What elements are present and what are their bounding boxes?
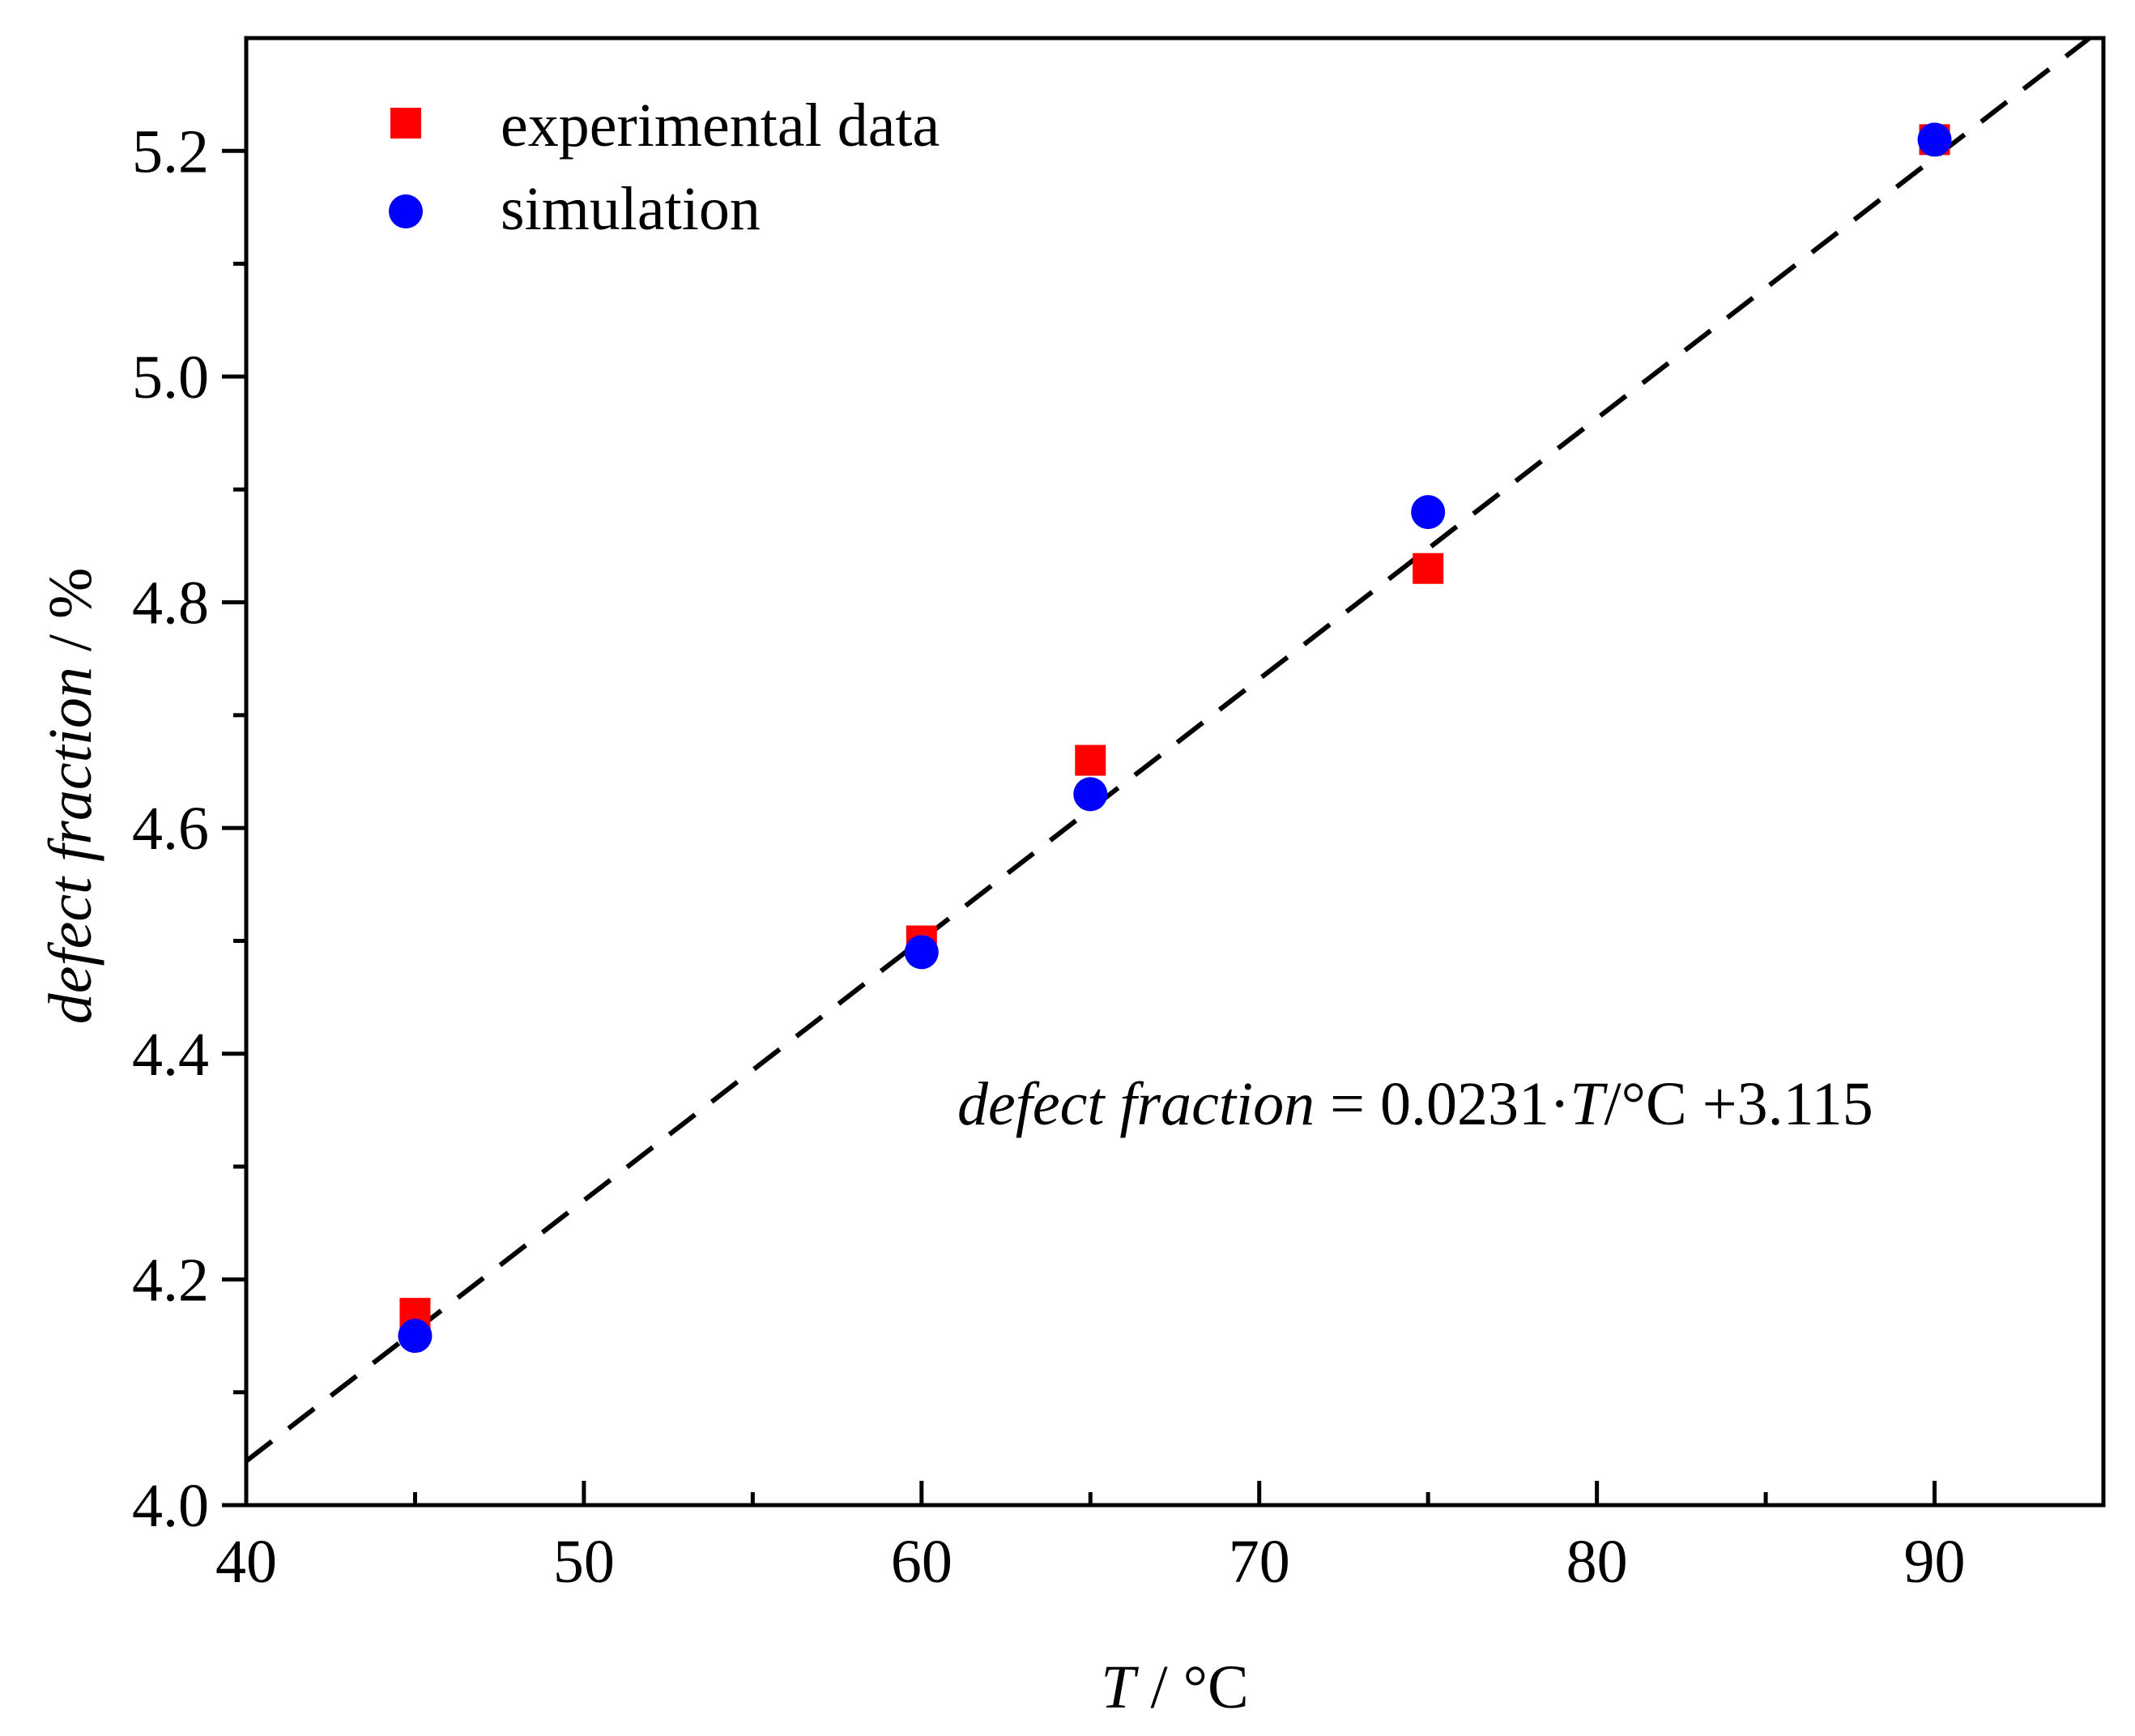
y-axis-title: defect fraction / % (36, 568, 104, 1025)
y-tick-label: 5.0 (132, 343, 209, 412)
experimental-point (1075, 744, 1106, 776)
x-tick-label: 80 (1566, 1528, 1628, 1596)
equation-var: defect fraction (957, 1070, 1315, 1138)
fit-equation: defect fraction = 0.0231·T/°C +3.115 (957, 1070, 1873, 1138)
y-tick-label: 4.2 (132, 1246, 209, 1314)
legend-label-simulation: simulation (501, 175, 761, 243)
y-tick-label: 4.6 (132, 795, 209, 863)
simulation-point (1073, 777, 1108, 812)
legend-marker-experimental (390, 108, 421, 139)
simulation-point (398, 1319, 433, 1354)
simulation-point (1411, 495, 1446, 530)
x-tick-label: 90 (1904, 1528, 1966, 1596)
legend: experimental data simulation (389, 92, 940, 243)
x-tick-label: 60 (891, 1528, 952, 1596)
y-tick-label: 4.0 (132, 1472, 209, 1540)
x-tick-label: 70 (1229, 1528, 1290, 1596)
simulation-point (904, 935, 939, 970)
x-axis-unit: / °C (1136, 1653, 1249, 1721)
points-layer (398, 122, 1952, 1354)
equation-var2: T (1570, 1070, 1608, 1138)
plot-frame (244, 36, 2106, 1508)
legend-marker-simulation (389, 194, 423, 228)
experimental-point (1413, 552, 1444, 584)
y-tick-label: 5.2 (132, 117, 209, 186)
y-axis-var: defect fraction (36, 667, 104, 1024)
y-axis-unit: / % (36, 568, 104, 667)
x-axis-var: T (1101, 1653, 1139, 1721)
y-tick-label: 4.8 (132, 569, 209, 638)
equation-part1: = 0.0231· (1315, 1070, 1570, 1138)
y-tick-label: 4.4 (132, 1021, 209, 1089)
legend-label-experimental: experimental data (501, 92, 940, 160)
x-tick-label: 50 (553, 1528, 615, 1596)
x-tick-label: 40 (215, 1528, 277, 1596)
equation-part2: /°C +3.115 (1604, 1070, 1873, 1138)
x-axis-title: T / °C (1101, 1653, 1248, 1721)
simulation-point (1917, 122, 1952, 157)
fit-line (245, 36, 2091, 1464)
ticks-layer: 40 50 60 70 80 90 4.0 4.2 4.4 4.6 4.8 5.0 5.2 (132, 117, 1966, 1596)
